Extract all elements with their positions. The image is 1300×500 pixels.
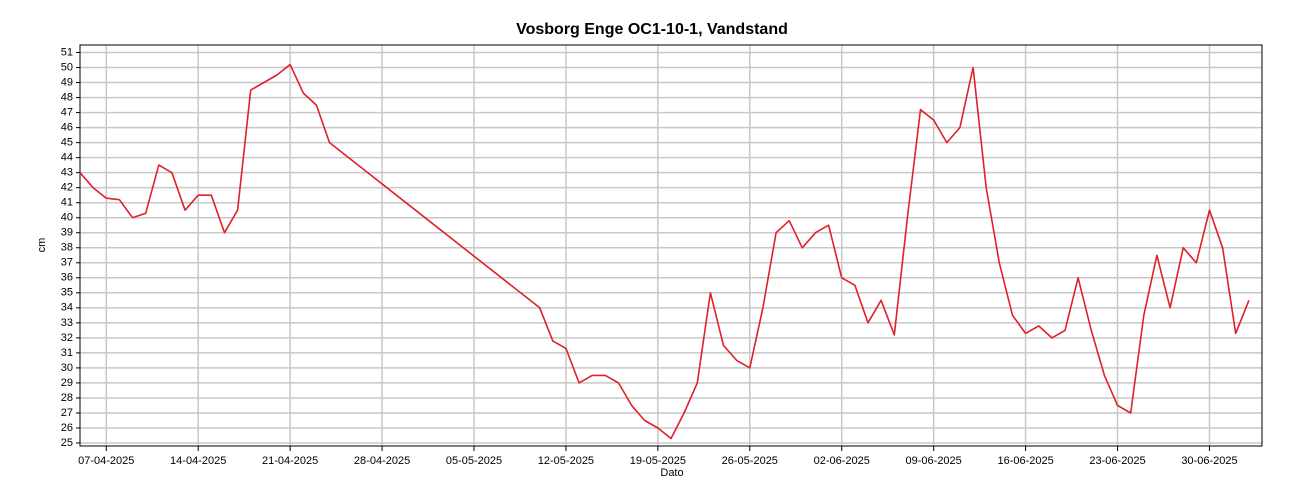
y-tick-label: 41	[61, 197, 73, 209]
x-tick-label: 05-05-2025	[446, 455, 502, 467]
y-tick-label: 43	[61, 167, 73, 179]
y-tick-label: 45	[61, 137, 73, 149]
x-tick-label: 30-06-2025	[1181, 455, 1237, 467]
y-tick-label: 31	[61, 347, 73, 359]
x-tick-label: 12-05-2025	[538, 455, 594, 467]
y-tick-label: 34	[61, 302, 73, 314]
y-tick-label: 39	[61, 227, 73, 239]
y-tick-label: 37	[61, 257, 73, 269]
x-tick-label: 09-06-2025	[906, 455, 962, 467]
y-tick-label: 30	[61, 362, 73, 374]
y-tick-label: 44	[61, 152, 73, 164]
x-tick-label: 28-04-2025	[354, 455, 410, 467]
x-axis-label: Dato	[660, 467, 683, 479]
y-tick-label: 25	[61, 437, 73, 449]
plot-area	[80, 45, 1262, 446]
y-tick-label: 33	[61, 317, 73, 329]
y-tick-label: 26	[61, 422, 73, 434]
y-axis-label: cm	[36, 238, 48, 253]
x-tick-label: 02-06-2025	[814, 455, 870, 467]
y-tick-label: 49	[61, 76, 73, 88]
y-tick-label: 36	[61, 272, 73, 284]
y-tick-label: 28	[61, 392, 73, 404]
y-tick-label: 35	[61, 287, 73, 299]
y-tick-label: 38	[61, 242, 73, 254]
y-tick-label: 40	[61, 212, 73, 224]
data-line	[79, 63, 1250, 440]
chart-title: Vosborg Enge OC1-10-1, Vandstand	[516, 21, 788, 38]
y-tick-label: 46	[61, 122, 73, 134]
x-tick-label: 14-04-2025	[170, 455, 226, 467]
y-tick-label: 47	[61, 106, 73, 118]
y-tick-label: 50	[61, 61, 73, 73]
x-tick-label: 19-05-2025	[630, 455, 686, 467]
y-tick-label: 29	[61, 377, 73, 389]
y-tick-label: 48	[61, 91, 73, 103]
plot-frame	[79, 44, 1263, 447]
x-tick-label: 07-04-2025	[78, 455, 134, 467]
x-tick-label: 21-04-2025	[262, 455, 318, 467]
y-tick-label: 42	[61, 182, 73, 194]
x-tick-label: 26-05-2025	[722, 455, 778, 467]
y-tick-label: 27	[61, 407, 73, 419]
y-tick-label: 51	[61, 46, 73, 58]
y-tick-label: 32	[61, 332, 73, 344]
x-tick-label: 16-06-2025	[997, 455, 1053, 467]
x-tick-label: 23-06-2025	[1089, 455, 1145, 467]
